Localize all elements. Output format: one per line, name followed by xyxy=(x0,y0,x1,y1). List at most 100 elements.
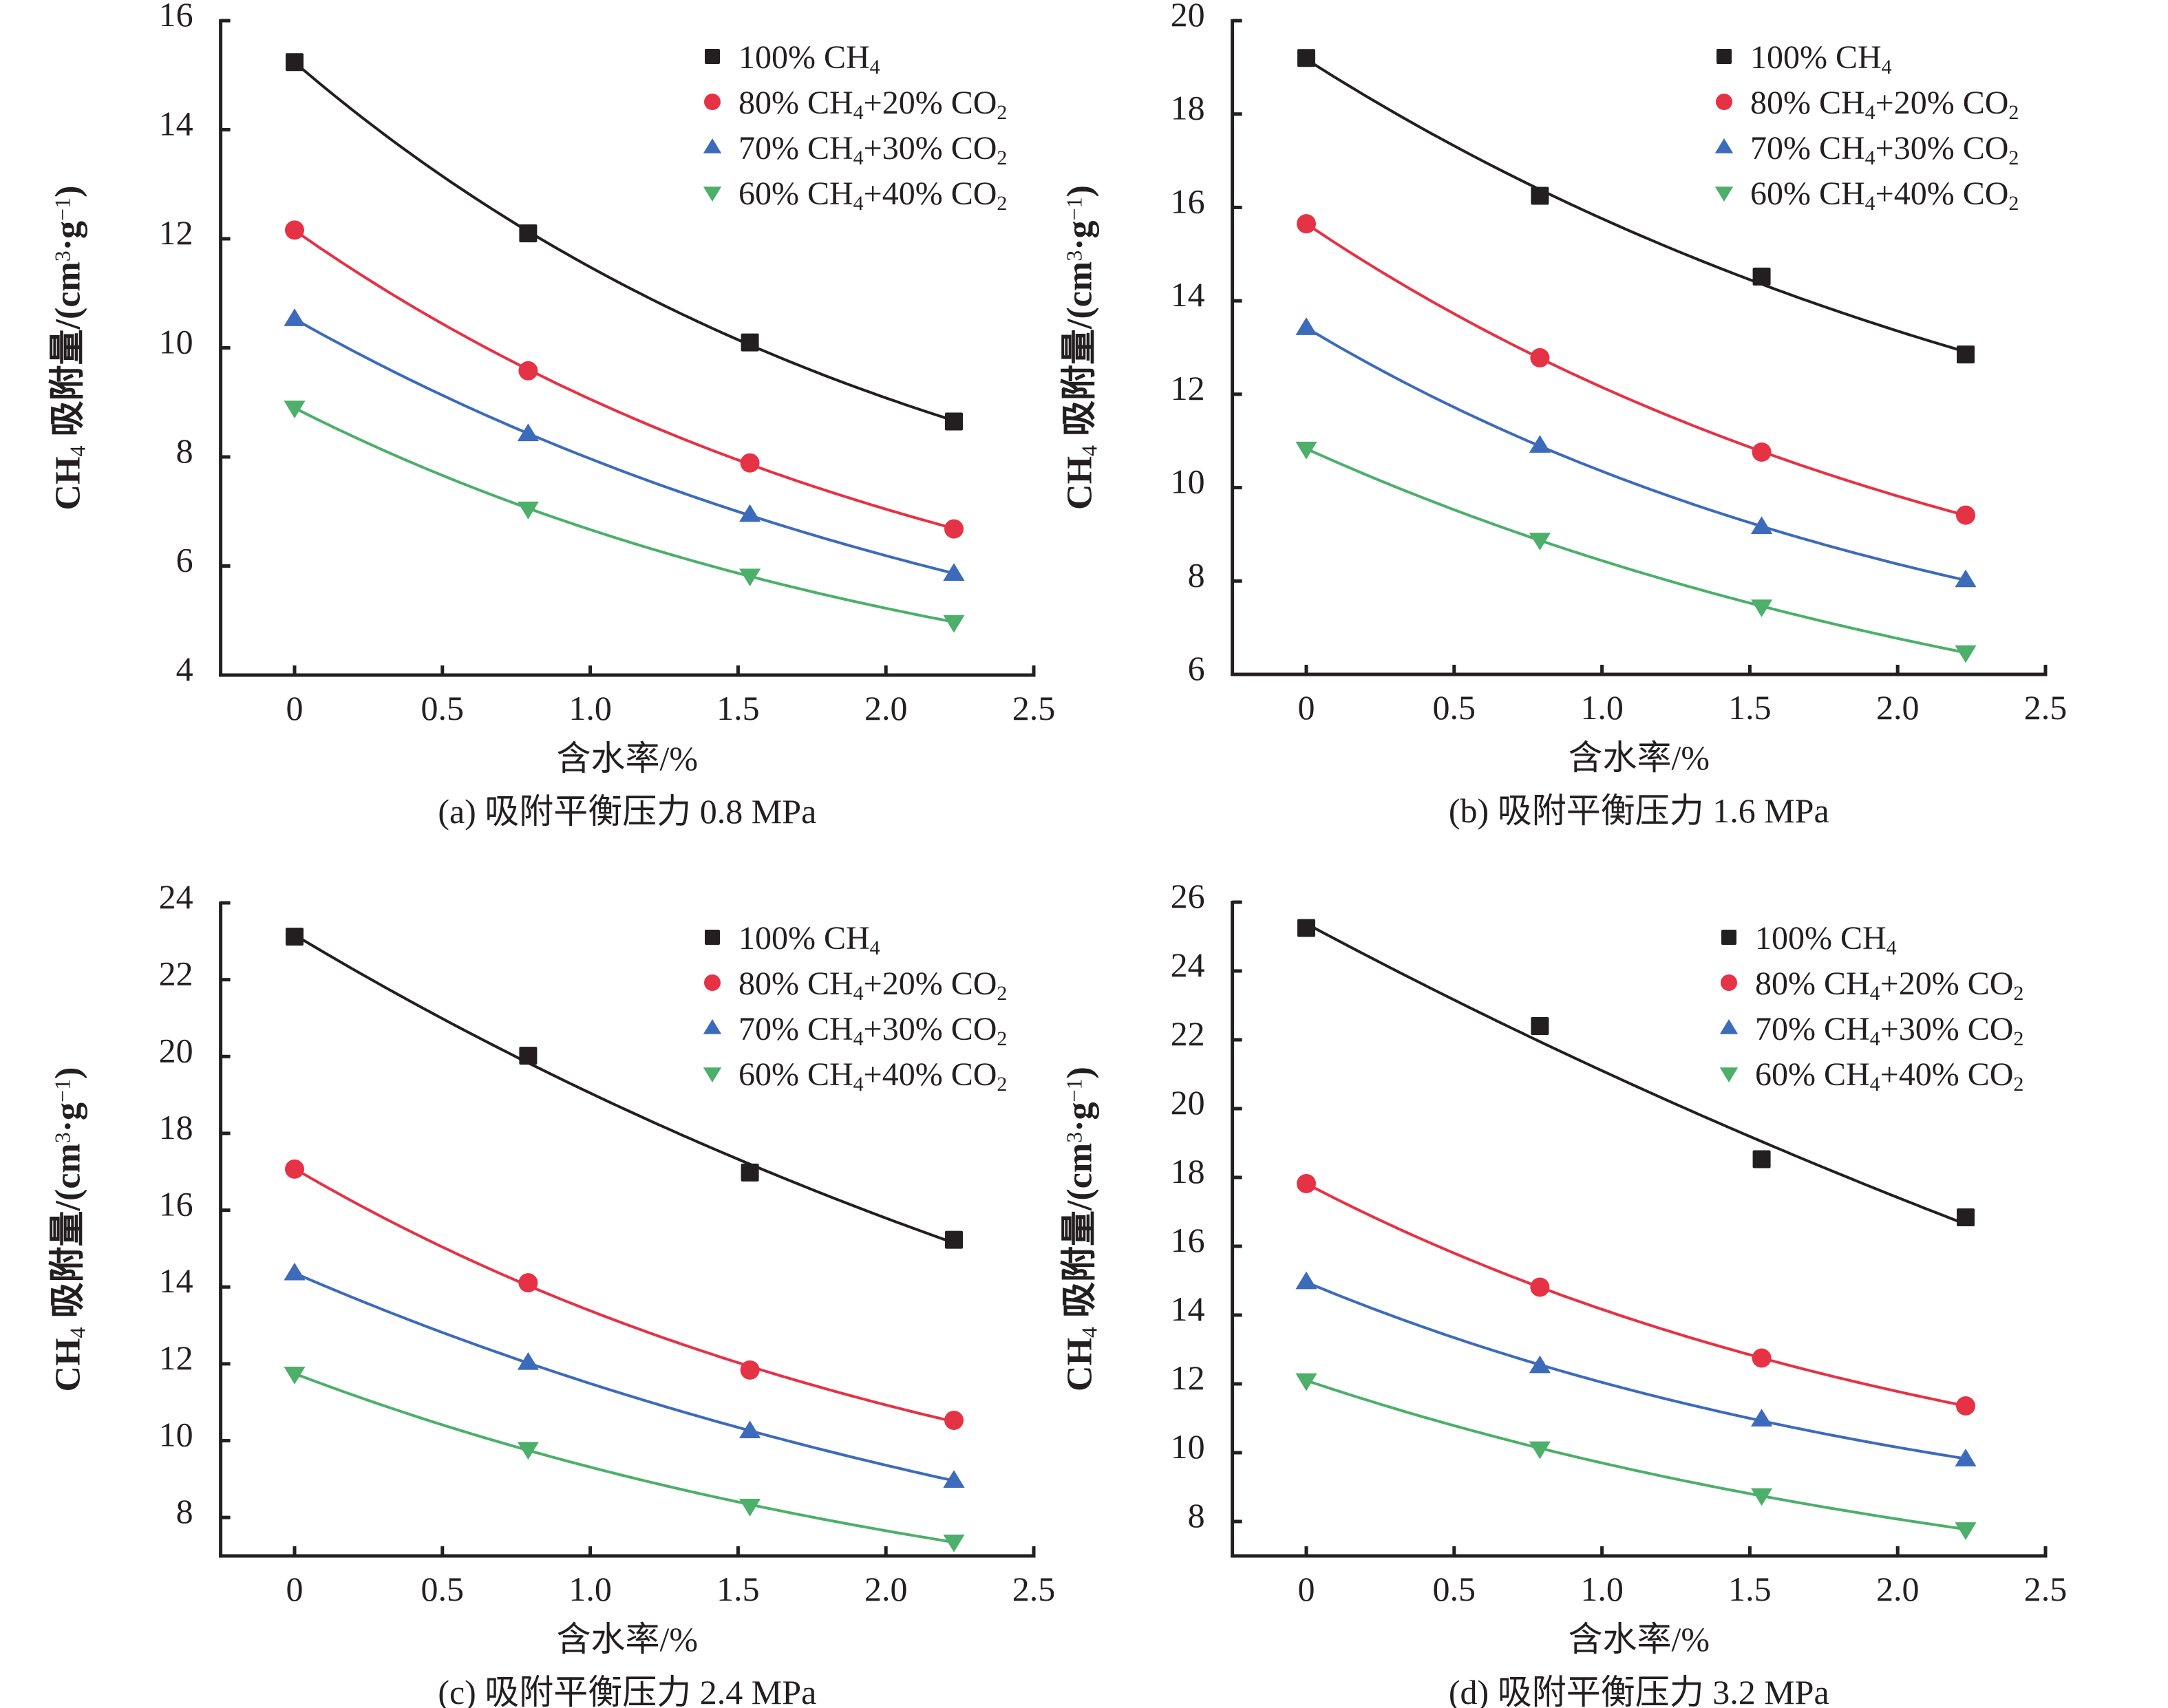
x-tick-label: 2.0 xyxy=(1876,688,1920,727)
legend-marker-ch4_70 xyxy=(703,1019,722,1034)
data-point-ch4_100 xyxy=(1752,267,1771,286)
legend-marker-ch4_60 xyxy=(703,1067,722,1082)
legend-label-ch4_70: 70% CH4+30% CO2 xyxy=(1750,130,2019,169)
y-tick-label: 14 xyxy=(159,105,193,143)
data-point-ch4_70 xyxy=(1529,1355,1551,1374)
x-axis-title: 含水率/% xyxy=(1569,1620,1710,1658)
data-point-ch4_100 xyxy=(519,1047,538,1065)
data-point-ch4_70 xyxy=(284,1262,306,1281)
x-tick-label: 2.5 xyxy=(1012,1570,1056,1608)
data-point-ch4_100 xyxy=(1957,1208,1975,1226)
legend-marker-ch4_80 xyxy=(1721,974,1737,991)
data-point-ch4_70 xyxy=(738,504,761,522)
data-point-ch4_70 xyxy=(1750,516,1773,534)
legend-label-ch4_100: 100% CH4 xyxy=(738,39,880,78)
data-point-ch4_70 xyxy=(517,423,539,442)
y-tick-label: 22 xyxy=(159,954,193,993)
legend-label-ch4_60: 60% CH4+40% CO2 xyxy=(738,175,1007,215)
x-tick-label: 1.5 xyxy=(716,689,760,727)
legend-label-ch4_60: 60% CH4+40% CO2 xyxy=(738,1056,1007,1096)
y-tick-label: 26 xyxy=(1171,877,1205,915)
data-point-ch4_70 xyxy=(1750,1409,1773,1427)
fit-curve-ch4_70 xyxy=(294,1272,955,1482)
x-tick-label: 0 xyxy=(286,1570,304,1608)
x-tick-label: 0.5 xyxy=(421,1570,465,1608)
data-point-ch4_100 xyxy=(519,224,538,243)
legend-marker-ch4_100 xyxy=(1717,49,1732,64)
y-tick-label: 16 xyxy=(1171,182,1205,220)
y-axis-title: CH4 吸附量/(cm3·g−1) xyxy=(48,1067,90,1392)
legend-label-ch4_80: 80% CH4+20% CO2 xyxy=(738,85,1007,124)
y-tick-label: 20 xyxy=(159,1031,193,1069)
data-point-ch4_70 xyxy=(1955,569,1977,588)
legend-marker-ch4_70 xyxy=(703,138,722,153)
x-tick-label: 2.0 xyxy=(1876,1570,1920,1608)
data-point-ch4_70 xyxy=(943,563,965,581)
fit-curve-ch4_60 xyxy=(1306,1379,1966,1531)
data-point-ch4_60 xyxy=(1295,1373,1317,1391)
legend: 100% CH4 80% CH4+20% CO2 70% CH4+30% CO2 60… xyxy=(1719,920,2023,1096)
x-tick-label: 1.0 xyxy=(1580,688,1624,727)
y-tick-label: 16 xyxy=(1171,1221,1205,1259)
y-tick-label: 20 xyxy=(1171,0,1205,34)
y-axis-title: CH4 吸附量/(cm3·g−1) xyxy=(48,186,90,511)
y-tick-label: 24 xyxy=(159,877,193,916)
legend-label-ch4_70: 70% CH4+30% CO2 xyxy=(738,1011,1007,1050)
y-tick-label: 10 xyxy=(159,323,193,361)
x-tick-label: 1.0 xyxy=(568,689,612,727)
y-tick-label: 12 xyxy=(159,1338,193,1377)
data-point-ch4_80 xyxy=(1530,348,1550,367)
data-point-ch4_70 xyxy=(1955,1449,1977,1466)
data-point-ch4_100 xyxy=(286,928,304,946)
data-point-ch4_100 xyxy=(1297,49,1315,67)
fit-curve-ch4_100 xyxy=(293,61,955,423)
data-point-ch4_60 xyxy=(943,1534,965,1552)
data-point-ch4_70 xyxy=(1529,435,1551,453)
y-tick-label: 12 xyxy=(1171,369,1205,407)
data-point-ch4_80 xyxy=(740,453,760,473)
x-tick-label: 0.5 xyxy=(1433,688,1476,727)
data-point-ch4_80 xyxy=(1530,1277,1550,1297)
data-point-ch4_80 xyxy=(285,220,304,240)
legend-label-ch4_70: 70% CH4+30% CO2 xyxy=(738,130,1007,169)
legend-marker-ch4_70 xyxy=(1719,1019,1739,1034)
legend-marker-ch4_60 xyxy=(703,186,722,202)
y-tick-label: 6 xyxy=(1188,649,1205,687)
data-point-ch4_80 xyxy=(944,519,964,539)
legend-label-ch4_60: 60% CH4+40% CO2 xyxy=(1750,175,2019,215)
data-point-ch4_60 xyxy=(1955,645,1977,663)
legend: 100% CH4 80% CH4+20% CO2 70% CH4+30% CO2 60… xyxy=(703,920,1007,1096)
panel-caption: (c) 吸附平衡压力 2.4 MPa xyxy=(438,1673,816,1708)
data-point-ch4_70 xyxy=(517,1352,539,1370)
data-point-ch4_80 xyxy=(1752,442,1772,462)
panel-caption: (b) 吸附平衡压力 1.6 MPa xyxy=(1449,791,1829,830)
x-tick-label: 0 xyxy=(1298,1570,1315,1608)
legend: 100% CH4 80% CH4+20% CO2 70% CH4+30% CO2 60… xyxy=(1714,39,2019,215)
data-point-ch4_80 xyxy=(944,1410,964,1430)
data-point-ch4_80 xyxy=(1752,1348,1772,1368)
data-point-ch4_80 xyxy=(1956,1396,1976,1416)
legend-marker-ch4_100 xyxy=(705,49,720,64)
panel-caption: (a) 吸附平衡压力 0.8 MPa xyxy=(438,792,816,831)
data-point-ch4_60 xyxy=(1955,1522,1977,1540)
fit-curve-ch4_80 xyxy=(293,229,955,530)
data-point-ch4_100 xyxy=(286,53,304,72)
y-tick-label: 6 xyxy=(176,541,193,579)
y-tick-label: 14 xyxy=(1171,275,1205,314)
data-point-ch4_80 xyxy=(1297,1174,1316,1193)
y-tick-label: 14 xyxy=(1171,1290,1205,1328)
legend-label-ch4_80: 80% CH4+20% CO2 xyxy=(738,965,1007,1005)
fit-curve-ch4_60 xyxy=(294,407,955,623)
data-point-ch4_80 xyxy=(1297,214,1316,234)
x-tick-label: 2.5 xyxy=(2024,688,2068,727)
data-point-ch4_100 xyxy=(1531,1017,1549,1035)
legend-marker-ch4_80 xyxy=(1716,94,1732,110)
y-tick-label: 8 xyxy=(1188,555,1205,594)
data-point-ch4_80 xyxy=(1956,505,1976,525)
data-point-ch4_100 xyxy=(1297,919,1315,937)
x-tick-label: 0 xyxy=(286,689,304,727)
legend-label-ch4_100: 100% CH4 xyxy=(1755,920,1897,959)
x-tick-label: 1.5 xyxy=(1728,688,1772,727)
x-tick-label: 1.5 xyxy=(1728,1570,1772,1608)
